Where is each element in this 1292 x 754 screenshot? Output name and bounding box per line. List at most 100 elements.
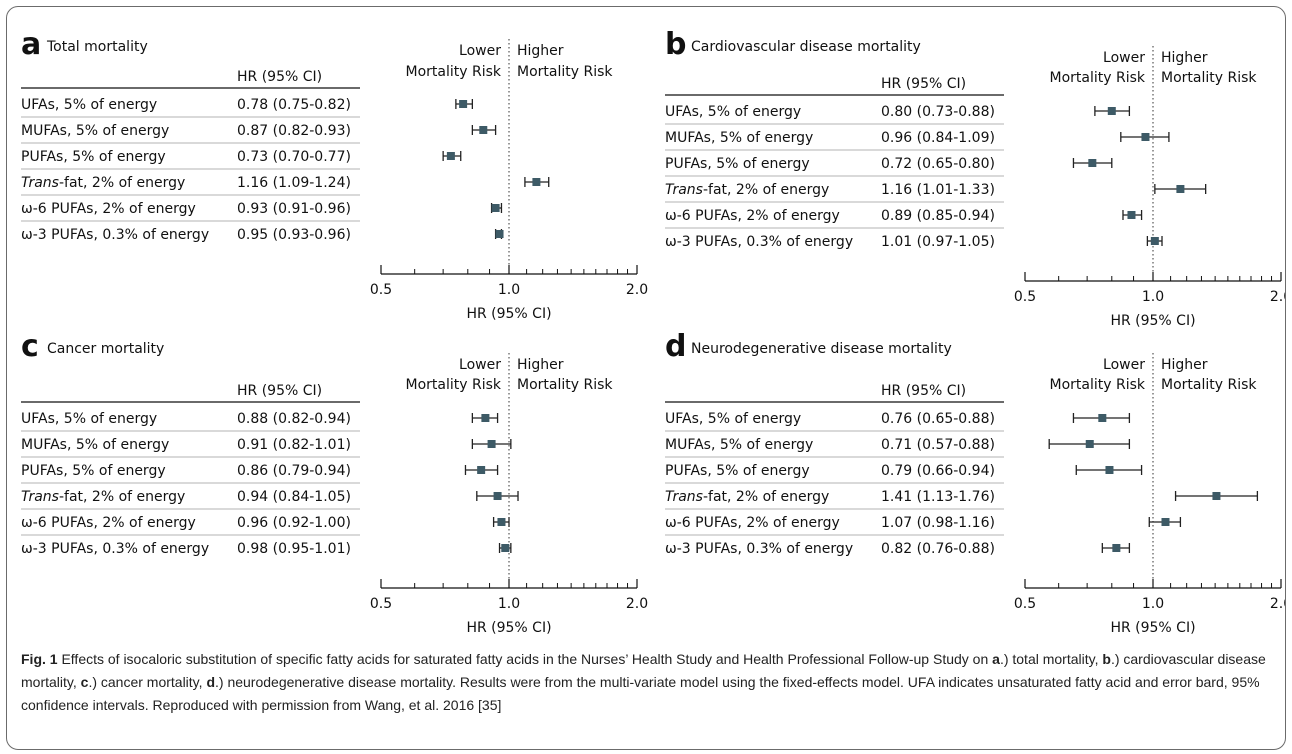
panel-letter: d — [665, 329, 686, 364]
row-hr-text: 0.93 (0.91-0.96) — [237, 201, 351, 217]
forest-panel-c: c Cancer mortality HR (95% CI) Lower Mortali… — [21, 329, 648, 636]
hr-marker — [479, 126, 488, 134]
panel-title: Total mortality — [46, 39, 148, 55]
row-hr-text: 0.78 (0.75-0.82) — [237, 97, 351, 113]
figure-caption: Fig. 1 Effects of isocaloric substitutio… — [21, 648, 1279, 717]
hr-marker — [1150, 237, 1159, 245]
hr-marker — [481, 414, 490, 422]
row-hr-text: 0.89 (0.85-0.94) — [881, 208, 995, 224]
row-label: UFAs, 5% of energy — [665, 411, 801, 427]
row-hr-text: 1.01 (0.97-1.05) — [881, 234, 995, 250]
row-label: Trans-fat, 2% of energy — [665, 182, 829, 198]
hr-marker — [501, 544, 510, 552]
row-hr-text: 1.16 (1.09-1.24) — [237, 175, 351, 191]
row-label: UFAs, 5% of energy — [665, 104, 801, 120]
row-label: PUFAs, 5% of energy — [665, 463, 810, 479]
figure-frame: a Total mortality HR (95% CI) Lower Mortalit… — [6, 6, 1286, 750]
x-tick-label: 2.0 — [626, 596, 648, 612]
panel-title: Neurodegenerative disease mortality — [691, 341, 952, 357]
column-header: HR (95% CI) — [237, 383, 322, 399]
hr-marker — [532, 178, 541, 186]
hr-marker — [459, 100, 468, 108]
hr-marker — [446, 152, 455, 160]
row-label: UFAs, 5% of energy — [21, 97, 157, 113]
row-hr-text: 0.88 (0.82-0.94) — [237, 411, 351, 427]
hr-marker — [1127, 211, 1136, 219]
row-hr-text: 0.80 (0.73-0.88) — [881, 104, 995, 120]
lower-label-line2: Mortality Risk — [1050, 70, 1146, 86]
row-hr-text: 0.79 (0.66-0.94) — [881, 463, 995, 479]
row-label-rest: -fat, 2% of energy — [59, 489, 185, 505]
row-label: ω-3 PUFAs, 0.3% of energy — [665, 541, 853, 557]
row-label: PUFAs, 5% of energy — [21, 149, 166, 165]
caption-text-2: .) total mortality, — [999, 651, 1103, 667]
x-tick-label: 0.5 — [1014, 289, 1036, 305]
lower-label-line1: Lower — [459, 43, 501, 59]
caption-text-1: Effects of isocaloric substitution of sp… — [57, 651, 993, 667]
forest-panel-a: a Total mortality HR (95% CI) Lower Mortalit… — [21, 27, 648, 322]
x-tick-label: 0.5 — [1014, 596, 1036, 612]
column-header: HR (95% CI) — [237, 69, 322, 85]
row-label: Trans-fat, 2% of energy — [21, 175, 185, 191]
x-tick-label: 2.0 — [1270, 596, 1286, 612]
x-tick-label: 0.5 — [370, 282, 392, 298]
caption-text-4: .) cancer mortality, — [88, 674, 207, 690]
panel-title: Cancer mortality — [47, 341, 164, 357]
hr-marker — [1176, 185, 1185, 193]
row-hr-text: 0.73 (0.70-0.77) — [237, 149, 351, 165]
row-label: Trans-fat, 2% of energy — [665, 489, 829, 505]
higher-label-line2: Mortality Risk — [1161, 377, 1257, 393]
hr-marker — [1161, 518, 1170, 526]
lower-label-line1: Lower — [459, 357, 501, 373]
row-hr-text: 0.98 (0.95-1.01) — [237, 541, 351, 557]
higher-label-line2: Mortality Risk — [1161, 70, 1257, 86]
forest-panel-d: d Neurodegenerative disease mortality HR (… — [665, 329, 1286, 636]
higher-label-line1: Higher — [517, 357, 564, 373]
row-label-italic: Trans — [665, 489, 703, 505]
x-tick-label: 0.5 — [370, 596, 392, 612]
row-label: ω-6 PUFAs, 2% of energy — [21, 515, 196, 531]
hr-marker — [1088, 159, 1097, 167]
row-hr-text: 1.07 (0.98-1.16) — [881, 515, 995, 531]
x-tick-label: 1.0 — [498, 596, 520, 612]
row-label-rest: -fat, 2% of energy — [703, 182, 829, 198]
caption-letter-d: d — [206, 674, 215, 690]
column-header: HR (95% CI) — [881, 383, 966, 399]
row-label-italic: Trans — [665, 182, 703, 198]
lower-label-line1: Lower — [1103, 357, 1145, 373]
row-hr-text: 1.41 (1.13-1.76) — [881, 489, 995, 505]
row-label: ω-3 PUFAs, 0.3% of energy — [21, 227, 209, 243]
row-label-italic: Trans — [21, 489, 59, 505]
x-tick-label: 1.0 — [1142, 289, 1164, 305]
hr-marker — [1141, 133, 1150, 141]
row-hr-text: 0.87 (0.82-0.93) — [237, 123, 351, 139]
row-label: MUFAs, 5% of energy — [665, 130, 813, 146]
caption-letter-c: c — [80, 674, 89, 690]
row-hr-text: 0.96 (0.84-1.09) — [881, 130, 995, 146]
x-axis-label: HR (95% CI) — [466, 306, 551, 322]
hr-marker — [1098, 414, 1107, 422]
hr-marker — [491, 204, 500, 212]
x-tick-label: 2.0 — [626, 282, 648, 298]
row-hr-text: 0.91 (0.82-1.01) — [237, 437, 351, 453]
panel-letter: a — [21, 27, 41, 62]
row-hr-text: 0.86 (0.79-0.94) — [237, 463, 351, 479]
row-hr-text: 0.71 (0.57-0.88) — [881, 437, 995, 453]
hr-marker — [1085, 440, 1094, 448]
higher-label-line2: Mortality Risk — [517, 377, 613, 393]
hr-marker — [477, 466, 486, 474]
x-axis-label: HR (95% CI) — [1110, 620, 1195, 636]
lower-label-line2: Mortality Risk — [1050, 377, 1146, 393]
lower-label-line2: Mortality Risk — [406, 64, 502, 80]
lower-label-line2: Mortality Risk — [406, 377, 502, 393]
panel-title: Cardiovascular disease mortality — [691, 39, 921, 55]
row-label: ω-6 PUFAs, 2% of energy — [21, 201, 196, 217]
row-hr-text: 0.72 (0.65-0.80) — [881, 156, 995, 172]
higher-label-line1: Higher — [1161, 50, 1208, 66]
higher-label-line1: Higher — [1161, 357, 1208, 373]
x-tick-label: 2.0 — [1270, 289, 1286, 305]
forest-plots: a Total mortality HR (95% CI) Lower Mortalit… — [21, 27, 1286, 636]
row-label: PUFAs, 5% of energy — [665, 156, 810, 172]
x-tick-label: 1.0 — [1142, 596, 1164, 612]
higher-label-line2: Mortality Risk — [517, 64, 613, 80]
